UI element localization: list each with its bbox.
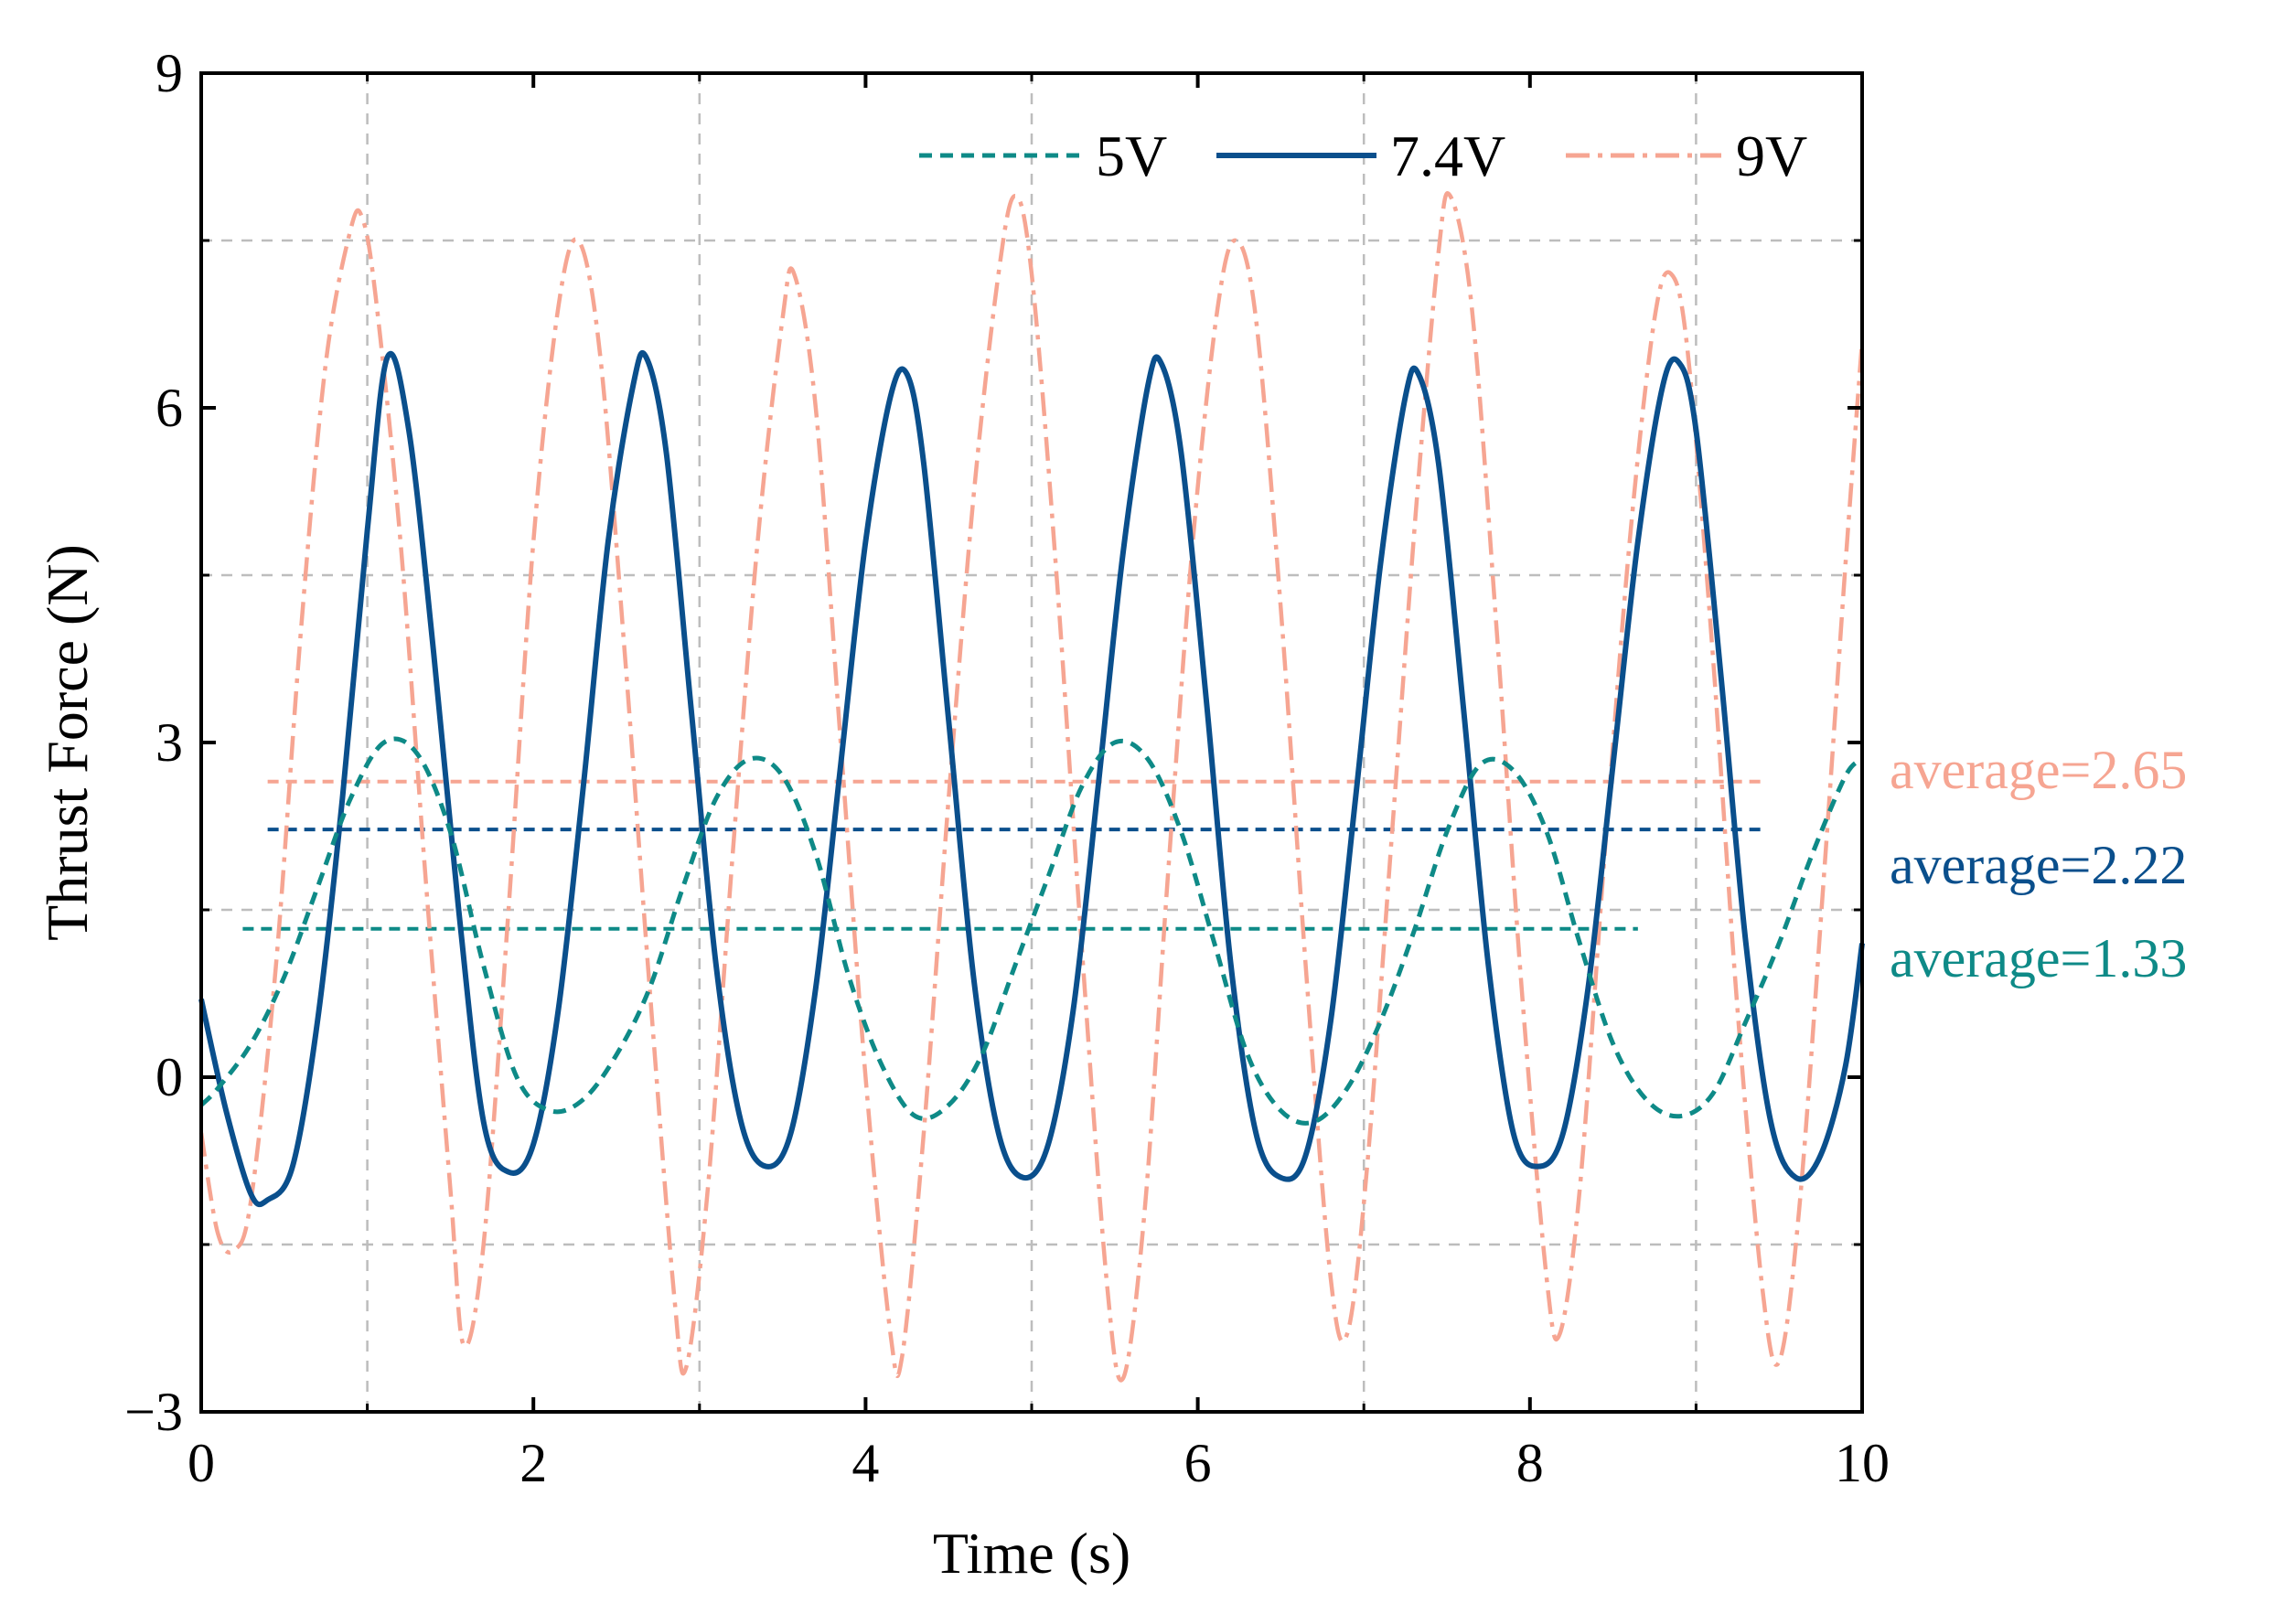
- x-tick-label: 8: [1516, 1433, 1544, 1493]
- legend-label-7-4v: 7.4V: [1390, 123, 1505, 188]
- average-label-7-4v: average=2.22: [1890, 835, 2187, 895]
- y-tick-label: 0: [155, 1047, 183, 1107]
- y-axis-title: Thrust Force (N): [35, 544, 100, 941]
- y-tick-label: 3: [155, 712, 183, 773]
- average-label-5v: average=1.33: [1890, 928, 2187, 988]
- series-line-5v: [199, 736, 1864, 1126]
- x-tick-label: 0: [187, 1433, 215, 1493]
- x-tick-label: 2: [519, 1433, 547, 1493]
- x-tick-label: 4: [851, 1433, 879, 1493]
- x-axis-title: Time (s): [933, 1521, 1130, 1586]
- axis-ticks: [199, 71, 1864, 1414]
- y-tick-label: −3: [124, 1382, 183, 1442]
- legend-label-5v: 5V: [1096, 123, 1167, 188]
- series-line-7-4v: [198, 350, 1865, 1208]
- x-tick-label: 10: [1835, 1433, 1890, 1493]
- average-label-9v: average=2.65: [1890, 740, 2187, 800]
- x-tick-label: 6: [1184, 1433, 1212, 1493]
- legend: 5V 7.4V 9V: [919, 123, 1807, 188]
- y-tick-label: 9: [155, 43, 183, 103]
- grid-lines: [201, 73, 1862, 1412]
- series-line-9v: [198, 191, 1865, 1383]
- legend-label-9v: 9V: [1736, 123, 1807, 188]
- data-series: [198, 191, 1865, 1383]
- y-tick-label: 6: [155, 378, 183, 438]
